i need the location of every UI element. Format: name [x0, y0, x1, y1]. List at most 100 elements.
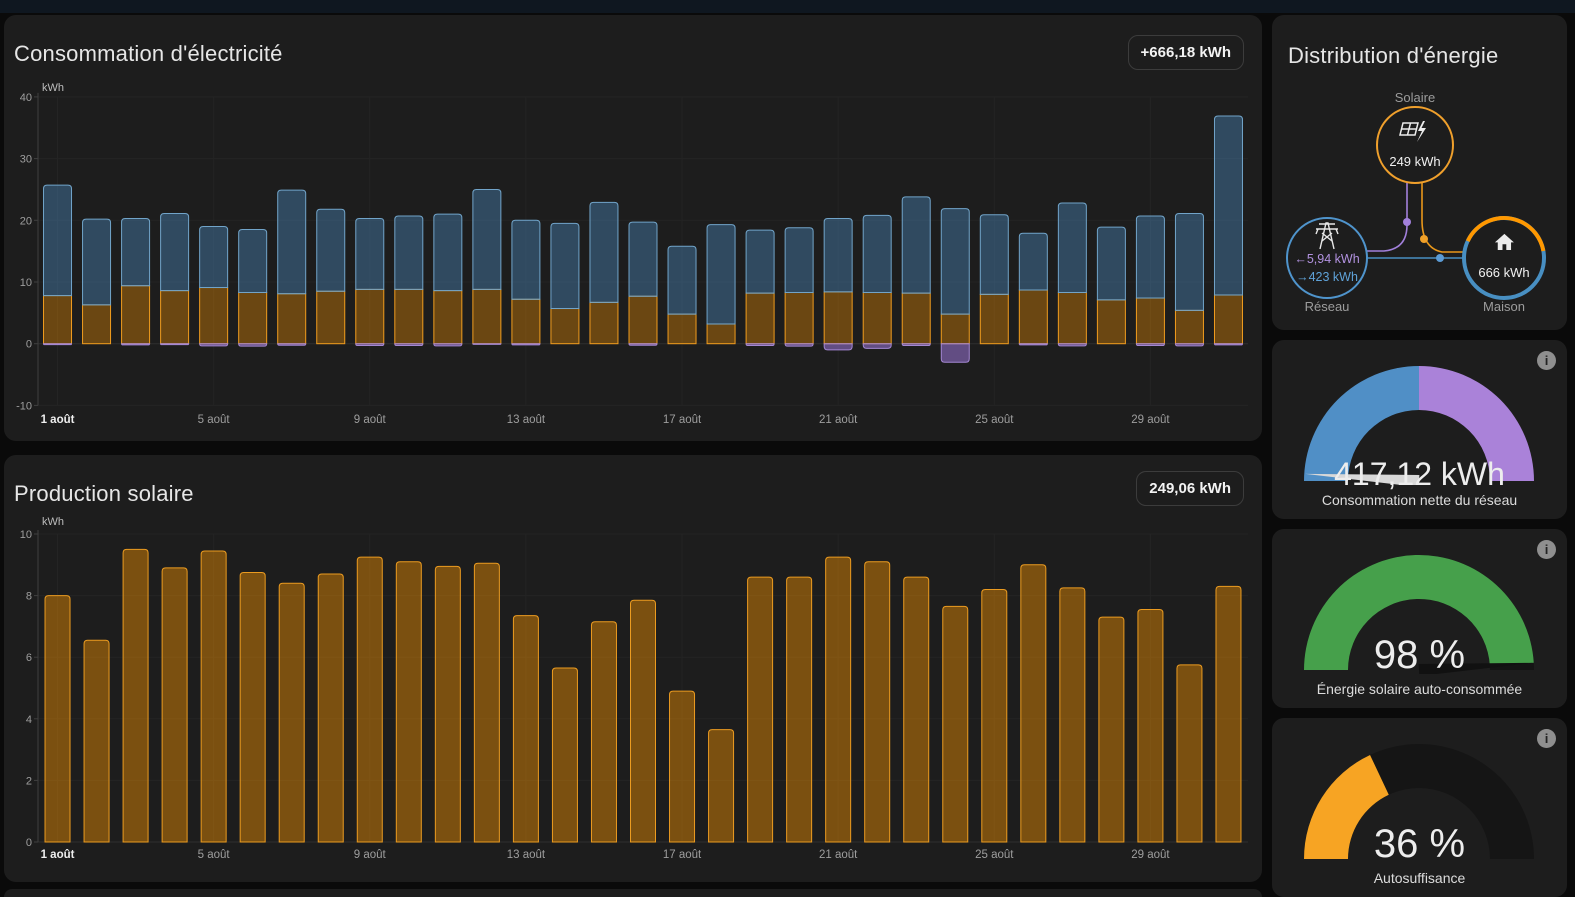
bar-segment-solar_self_consumed[interactable] — [979, 293, 1009, 345]
bar-segment-grid_consumption[interactable] — [628, 221, 658, 297]
bar-segment-return_to_grid[interactable] — [277, 343, 307, 346]
bar-segment-solar_production[interactable] — [1020, 564, 1047, 843]
bar-segment-return_to_grid[interactable] — [784, 343, 814, 347]
bar-segment-solar_production[interactable] — [903, 576, 930, 843]
bar-segment-grid_consumption[interactable] — [940, 208, 970, 315]
bar-segment-solar_production[interactable] — [942, 605, 969, 843]
bar-segment-grid_consumption[interactable] — [472, 188, 502, 290]
bar-segment-grid_consumption[interactable] — [1057, 202, 1087, 293]
bar-segment-solar_production[interactable] — [44, 595, 71, 843]
solar-production-chart[interactable]: 10 8 6 4 2 0 kWh 1 août 5 août 9 août 13 août 17 ao… — [4, 455, 1262, 882]
bar-segment-solar_production[interactable] — [278, 582, 305, 843]
bar-segment-grid_consumption[interactable] — [784, 227, 814, 293]
bar-segment-return_to_grid[interactable] — [43, 343, 73, 346]
bar-segment-solar_production[interactable] — [590, 621, 617, 843]
bar-segment-return_to_grid[interactable] — [394, 343, 424, 347]
bar-segment-solar_self_consumed[interactable] — [667, 313, 697, 345]
bar-segment-solar_self_consumed[interactable] — [238, 291, 268, 345]
bar-segment-solar_self_consumed[interactable] — [277, 293, 307, 345]
bar-segment-solar_self_consumed[interactable] — [1135, 297, 1165, 345]
bar-segment-solar_production[interactable] — [630, 599, 656, 843]
bar-segment-return_to_grid[interactable] — [901, 343, 931, 347]
bar-segment-grid_consumption[interactable] — [901, 196, 931, 294]
bar-segment-grid_consumption[interactable] — [82, 218, 112, 306]
bar-segment-grid_consumption[interactable] — [1213, 115, 1243, 296]
bar-segment-return_to_grid[interactable] — [1135, 343, 1165, 347]
bar-segment-solar_self_consumed[interactable] — [1174, 309, 1204, 345]
bar-segment-solar_production[interactable] — [1215, 585, 1242, 843]
bar-segment-return_to_grid[interactable] — [121, 343, 151, 346]
bar-segment-solar_production[interactable] — [825, 556, 852, 843]
bar-segment-solar_production[interactable] — [122, 548, 149, 843]
solar-node-circle[interactable] — [1376, 106, 1454, 184]
bar-segment-grid_consumption[interactable] — [979, 214, 1009, 295]
bar-segment-solar_production[interactable] — [669, 690, 696, 843]
bar-segment-grid_consumption[interactable] — [355, 217, 385, 290]
bar-segment-solar_self_consumed[interactable] — [121, 285, 151, 345]
bar-segment-return_to_grid[interactable] — [433, 343, 463, 347]
bar-segment-solar_self_consumed[interactable] — [316, 290, 346, 345]
bar-segment-solar_self_consumed[interactable] — [862, 291, 892, 345]
bar-segment-grid_consumption[interactable] — [550, 222, 580, 310]
bar-segment-grid_consumption[interactable] — [277, 189, 307, 295]
bar-segment-return_to_grid[interactable] — [511, 343, 541, 346]
bar-segment-return_to_grid[interactable] — [1018, 343, 1048, 346]
bar-segment-return_to_grid[interactable] — [1174, 343, 1204, 347]
bar-segment-solar_self_consumed[interactable] — [628, 295, 658, 345]
bar-segment-solar_self_consumed[interactable] — [433, 290, 463, 345]
bar-segment-return_to_grid[interactable] — [1057, 343, 1087, 347]
bar-segment-solar_self_consumed[interactable] — [1096, 299, 1126, 345]
bar-segment-solar_production[interactable] — [1098, 616, 1125, 843]
bar-segment-solar_production[interactable] — [708, 729, 735, 843]
bar-segment-grid_consumption[interactable] — [706, 224, 736, 325]
bar-segment-solar_production[interactable] — [864, 561, 891, 843]
bar-segment-grid_consumption[interactable] — [316, 208, 346, 292]
bar-segment-return_to_grid[interactable] — [862, 343, 892, 349]
bar-segment-solar_self_consumed[interactable] — [706, 323, 736, 345]
bar-segment-solar_self_consumed[interactable] — [550, 308, 580, 345]
bar-segment-solar_production[interactable] — [1137, 608, 1164, 843]
info-icon[interactable]: i — [1537, 540, 1556, 559]
bar-segment-solar_production[interactable] — [1176, 664, 1203, 843]
bar-segment-grid_consumption[interactable] — [1135, 215, 1165, 299]
bar-segment-solar_self_consumed[interactable] — [394, 288, 424, 345]
bar-segment-grid_consumption[interactable] — [667, 245, 697, 315]
bar-segment-solar_self_consumed[interactable] — [355, 288, 385, 345]
bar-segment-solar_production[interactable] — [1059, 587, 1086, 843]
bar-segment-grid_consumption[interactable] — [589, 201, 619, 303]
bar-segment-solar_production[interactable] — [786, 576, 813, 843]
bar-segment-grid_consumption[interactable] — [1096, 226, 1126, 301]
bar-segment-solar_production[interactable] — [161, 567, 188, 843]
bar-segment-solar_production[interactable] — [981, 588, 1008, 843]
bar-segment-return_to_grid[interactable] — [628, 343, 658, 346]
bar-segment-solar_self_consumed[interactable] — [1018, 289, 1048, 345]
bar-segment-solar_self_consumed[interactable] — [1213, 294, 1243, 345]
bar-segment-solar_self_consumed[interactable] — [82, 304, 112, 345]
bar-segment-solar_production[interactable] — [512, 615, 539, 843]
bar-segment-solar_production[interactable] — [317, 573, 344, 843]
bar-segment-solar_production[interactable] — [434, 565, 461, 843]
bar-segment-solar_self_consumed[interactable] — [1057, 291, 1087, 345]
info-icon[interactable]: i — [1537, 351, 1556, 370]
bar-segment-solar_production[interactable] — [356, 556, 383, 843]
bar-segment-solar_production[interactable] — [239, 572, 266, 843]
bar-segment-solar_self_consumed[interactable] — [901, 292, 931, 345]
bar-segment-grid_consumption[interactable] — [160, 213, 190, 292]
bar-segment-solar_self_consumed[interactable] — [511, 298, 541, 345]
bar-segment-solar_self_consumed[interactable] — [472, 288, 502, 345]
bar-segment-return_to_grid[interactable] — [940, 343, 970, 363]
bar-segment-solar_self_consumed[interactable] — [589, 301, 619, 345]
bar-segment-return_to_grid[interactable] — [472, 343, 502, 345]
bar-segment-return_to_grid[interactable] — [745, 343, 775, 347]
bar-segment-return_to_grid[interactable] — [355, 343, 385, 347]
bar-segment-grid_consumption[interactable] — [394, 215, 424, 290]
bar-segment-solar_production[interactable] — [551, 667, 578, 843]
bar-segment-grid_consumption[interactable] — [511, 219, 541, 300]
bar-segment-grid_consumption[interactable] — [862, 214, 892, 293]
bar-segment-solar_self_consumed[interactable] — [940, 313, 970, 345]
bar-segment-grid_consumption[interactable] — [433, 213, 463, 292]
bar-segment-solar_self_consumed[interactable] — [745, 292, 775, 345]
bar-segment-grid_consumption[interactable] — [121, 217, 151, 287]
bar-segment-solar_production[interactable] — [747, 576, 774, 843]
grid-node-circle[interactable] — [1286, 217, 1368, 299]
